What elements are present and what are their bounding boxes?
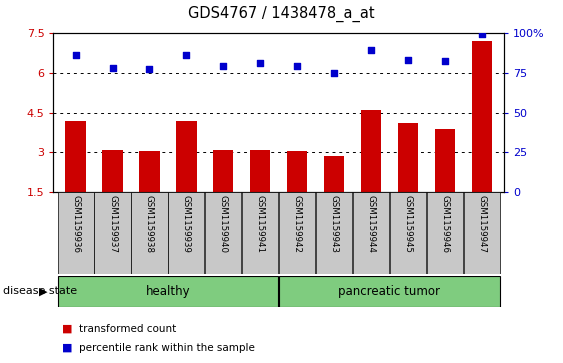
Text: ■: ■ (62, 343, 73, 353)
Bar (279, 192, 315, 274)
Point (256, 60, 265, 66)
Text: GSM1159942: GSM1159942 (293, 195, 302, 253)
Bar (205, 192, 242, 274)
Text: pancreatic tumor: pancreatic tumor (338, 285, 440, 298)
Bar (353, 192, 389, 274)
Text: GSM1159946: GSM1159946 (440, 195, 449, 253)
Point (404, 57, 413, 63)
Text: GSM1159944: GSM1159944 (367, 195, 376, 253)
Point (71, 52, 80, 58)
Bar (390, 192, 426, 274)
Text: GSM1159939: GSM1159939 (182, 195, 191, 253)
Bar (139, 151, 160, 192)
Bar (464, 192, 500, 274)
Bar (95, 192, 131, 274)
Bar (131, 192, 168, 274)
Point (440, 58, 449, 64)
Bar (287, 151, 307, 192)
Text: GSM1159941: GSM1159941 (256, 195, 265, 253)
Point (182, 52, 191, 58)
Bar (435, 129, 455, 192)
Bar (168, 192, 204, 274)
Text: GSM1159938: GSM1159938 (145, 195, 154, 253)
Bar (176, 121, 196, 192)
Text: ■: ■ (62, 323, 73, 334)
Text: transformed count: transformed count (79, 323, 176, 334)
Bar (213, 150, 234, 192)
Text: GSM1159936: GSM1159936 (71, 195, 80, 253)
Bar (316, 192, 352, 274)
Bar (250, 150, 270, 192)
Text: GSM1159945: GSM1159945 (404, 195, 413, 253)
Text: GSM1159937: GSM1159937 (108, 195, 117, 253)
Text: GDS4767 / 1438478_a_at: GDS4767 / 1438478_a_at (188, 5, 375, 22)
Point (367, 47, 376, 53)
Bar (65, 121, 86, 192)
Text: disease state: disease state (3, 286, 77, 296)
Point (145, 66, 154, 72)
Text: GSM1159947: GSM1159947 (477, 195, 486, 253)
Text: healthy: healthy (146, 285, 190, 298)
Bar (279, 276, 500, 307)
Point (329, 70, 338, 76)
Bar (57, 192, 93, 274)
Bar (102, 150, 123, 192)
Bar (242, 192, 278, 274)
Text: ▶: ▶ (39, 286, 48, 296)
Bar (472, 41, 492, 192)
Text: GSM1159940: GSM1159940 (219, 195, 228, 253)
Bar (427, 192, 463, 274)
Bar (361, 110, 381, 192)
Text: GSM1159943: GSM1159943 (329, 195, 338, 253)
Point (293, 63, 302, 69)
Point (219, 63, 228, 69)
Point (477, 31, 486, 37)
Bar (397, 123, 418, 192)
Text: percentile rank within the sample: percentile rank within the sample (79, 343, 254, 353)
Bar (57, 276, 278, 307)
Bar (324, 156, 344, 192)
Point (108, 65, 117, 71)
